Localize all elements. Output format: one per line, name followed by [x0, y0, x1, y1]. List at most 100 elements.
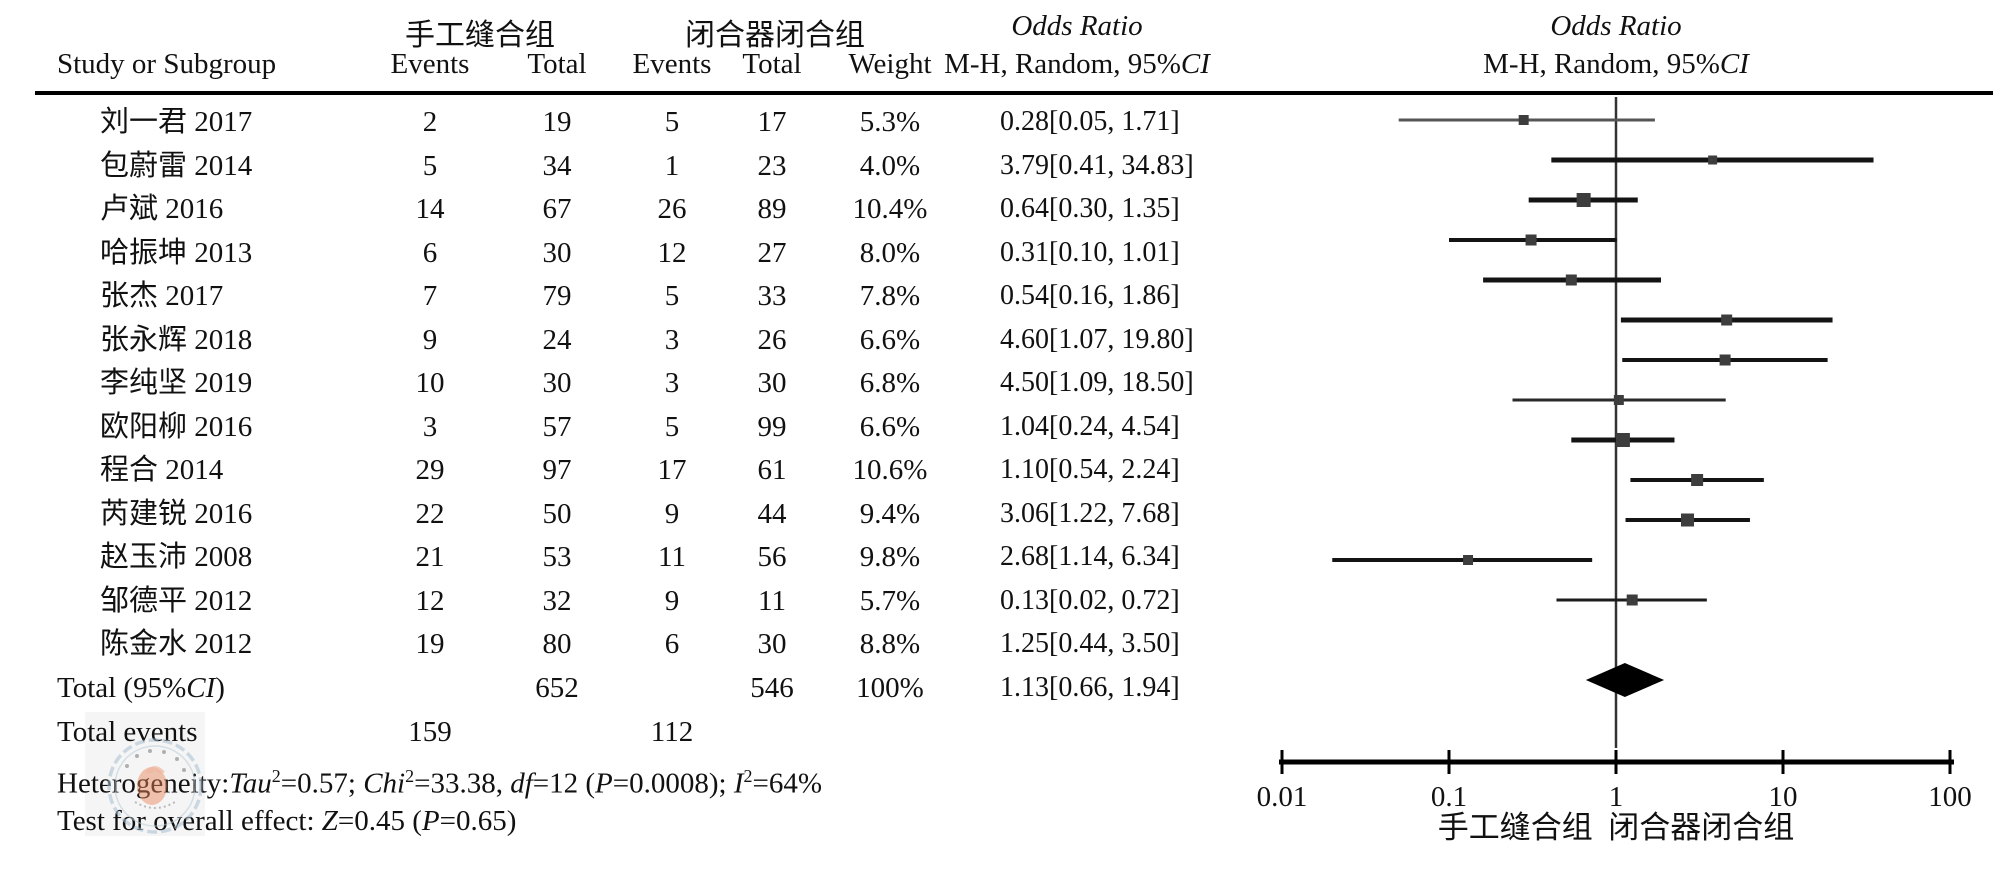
events-2: 5 — [664, 106, 680, 138]
total-2: 99 — [757, 410, 787, 443]
group2-header: 闭合器闭合组 — [685, 19, 865, 52]
point-estimate-marker — [1518, 115, 1529, 125]
events-2: 9 — [664, 584, 680, 617]
weight: 10.4% — [852, 193, 928, 225]
weight: 6.6% — [859, 323, 921, 356]
or-ci-text: 3.06[1.22, 7.68] — [1000, 497, 1180, 529]
total-weight: 100% — [856, 672, 924, 704]
total-events-label: Total events — [57, 716, 198, 748]
table-row-total: Total (95%CI) 652 546 100% 1.13[0.66, 1.… — [0, 670, 1340, 706]
events-2: 1 — [664, 149, 680, 182]
weight: 6.8% — [859, 367, 921, 399]
study-name: 赵玉沛 2008 — [100, 541, 253, 573]
total-2: 26 — [757, 323, 787, 356]
col-header-study: Study or Subgroup — [57, 48, 277, 80]
total-diamond — [1585, 663, 1665, 697]
point-estimate-marker — [1613, 395, 1624, 405]
total-1: 24 — [542, 323, 572, 356]
or-ci-text: 1.04[0.24, 4.54] — [1000, 410, 1180, 442]
or-ci-text: 4.50[1.09, 18.50] — [1000, 367, 1194, 398]
axis-label-left: 手工缝合组 — [1438, 810, 1593, 845]
events-1: 3 — [422, 410, 438, 443]
total-1: 79 — [542, 280, 572, 312]
total-events-1: 159 — [408, 716, 452, 748]
events-1: 7 — [422, 280, 438, 312]
col-header-total-1: Total — [527, 48, 587, 80]
point-estimate-marker — [1680, 513, 1694, 527]
group1-header: 手工缝合组 — [405, 19, 555, 52]
events-2: 3 — [664, 367, 680, 399]
total-2: 30 — [757, 628, 787, 660]
table-row: 张杰 2017 7 79 5 33 7.8% 0.54[0.16, 1.86] — [0, 278, 1340, 314]
table-row: 赵玉沛 2008 21 53 11 56 9.8% 2.68[1.14, 6.34] — [0, 539, 1340, 575]
overall-effect-stats: Test for overall effect: Z=0.45 (P=0.65) — [57, 805, 517, 837]
table-row: 陈金水 2012 19 80 6 30 8.8% 1.25[0.44, 3.50] — [0, 626, 1340, 662]
total-or-ci-text: 1.13[0.66, 1.94] — [1000, 672, 1180, 703]
events-2: 12 — [657, 236, 687, 269]
table-row: 哈振坤 2013 6 30 12 27 8.0% 0.31[0.10, 1.01] — [0, 235, 1340, 271]
weight: 10.6% — [852, 454, 928, 486]
events-2: 9 — [664, 497, 680, 530]
col-header-events-2: Events — [632, 48, 712, 80]
or-ci-text: 1.10[0.54, 2.24] — [1000, 454, 1180, 485]
weight: 7.8% — [859, 280, 921, 312]
events-1: 6 — [422, 236, 438, 269]
watermark-seal-icon — [85, 712, 205, 836]
table-row: 刘一君 2017 2 19 5 17 5.3% 0.28[0.05, 1.71] — [0, 104, 1340, 140]
col-header-or-ci-left: M-H, Random, 95%CI — [944, 48, 1210, 80]
or-ci-text: 2.68[1.14, 6.34] — [1000, 541, 1180, 572]
events-2: 11 — [658, 541, 686, 573]
events-1: 22 — [415, 497, 445, 530]
total-n-1: 652 — [535, 672, 579, 704]
total-n-2: 546 — [750, 672, 794, 704]
point-estimate-marker — [1525, 234, 1537, 246]
point-estimate-marker — [1721, 314, 1733, 326]
total-2: 61 — [757, 454, 787, 486]
weight: 9.4% — [859, 497, 921, 530]
total-2: 30 — [757, 367, 787, 399]
weight: 4.0% — [859, 149, 921, 182]
table-row: 欧阳柳 2016 3 57 5 99 6.6% 1.04[0.24, 4.54] — [0, 409, 1340, 445]
col-header-weight: Weight — [848, 48, 932, 80]
total-label: Total (95%CI) — [57, 672, 225, 704]
events-1: 19 — [415, 628, 445, 660]
col-header-events-1: Events — [390, 48, 470, 80]
table-row: 程合 2014 29 97 17 61 10.6% 1.10[0.54, 2.24] — [0, 452, 1340, 488]
study-name: 程合 2014 — [100, 454, 224, 486]
weight: 5.7% — [859, 584, 921, 617]
events-2: 26 — [657, 193, 687, 225]
total-1: 80 — [542, 628, 572, 660]
point-estimate-marker — [1719, 354, 1731, 366]
total-1: 53 — [542, 541, 572, 573]
total-1: 97 — [542, 454, 572, 486]
weight: 5.3% — [859, 106, 921, 138]
table-row: 芮建锐 2016 22 50 9 44 9.4% 3.06[1.22, 7.68] — [0, 496, 1340, 532]
events-1: 14 — [415, 193, 445, 225]
events-1: 21 — [415, 541, 445, 573]
total-2: 27 — [757, 236, 787, 269]
or-ci-text: 0.31[0.10, 1.01] — [1000, 236, 1180, 268]
weight: 6.6% — [859, 410, 921, 443]
weight: 8.0% — [859, 236, 921, 269]
or-ci-text: 1.25[0.44, 3.50] — [1000, 628, 1180, 659]
x-tick-label: 0.01 — [1257, 781, 1308, 813]
events-1: 2 — [422, 106, 438, 138]
total-1: 34 — [542, 149, 572, 182]
point-estimate-marker — [1626, 594, 1638, 606]
point-estimate-marker — [1691, 474, 1704, 486]
odds-ratio-title-left: Odds Ratio — [1011, 10, 1143, 42]
or-ci-text: 4.60[1.07, 19.80] — [1000, 323, 1194, 355]
study-name: 邹德平 2012 — [100, 584, 253, 617]
study-name: 卢斌 2016 — [100, 193, 224, 225]
total-1: 19 — [542, 106, 572, 138]
total-2: 44 — [757, 497, 787, 530]
study-name: 陈金水 2012 — [100, 628, 253, 660]
study-name: 包蔚雷 2014 — [100, 149, 253, 182]
events-2: 6 — [664, 628, 680, 660]
total-events-2: 112 — [650, 716, 694, 748]
events-1: 9 — [422, 323, 438, 356]
x-tick-label: 10 — [1769, 781, 1798, 813]
table-row: 卢斌 2016 14 67 26 89 10.4% 0.64[0.30, 1.35] — [0, 191, 1340, 227]
or-ci-text: 0.54[0.16, 1.86] — [1000, 280, 1180, 311]
